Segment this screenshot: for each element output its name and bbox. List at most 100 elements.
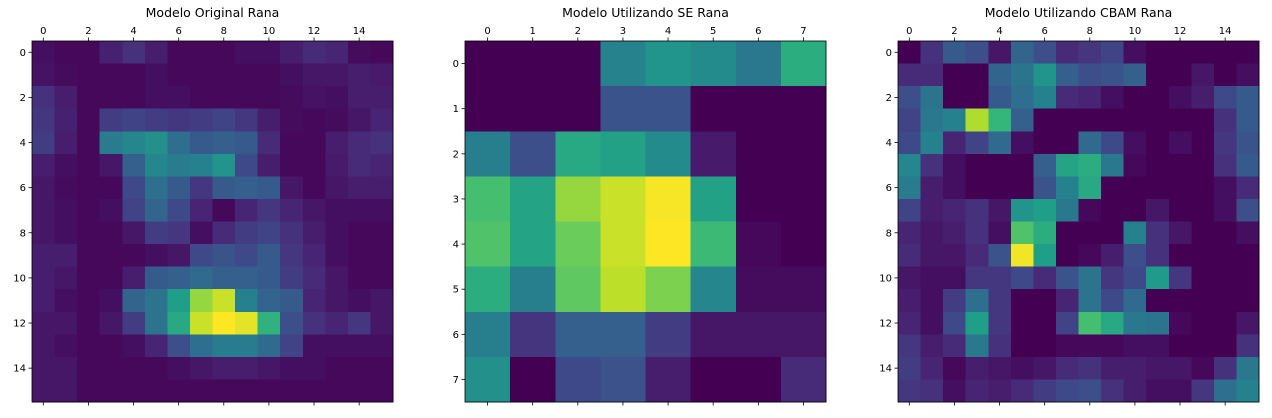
heatmap-cell	[370, 311, 394, 335]
heatmap-cell	[347, 266, 372, 290]
heatmap-cell	[1078, 198, 1102, 223]
heatmap-cell	[465, 86, 511, 132]
heatmap-cell	[1213, 176, 1238, 200]
heatmap-cell	[235, 41, 259, 65]
heatmap-cell	[1168, 379, 1192, 403]
heatmap-cell	[1033, 289, 1057, 313]
heatmap-cell	[1191, 379, 1215, 403]
heatmap-cell	[235, 131, 259, 155]
heatmap-cell	[645, 266, 692, 313]
heatmap-cell	[189, 289, 214, 313]
heatmap-cell	[600, 356, 647, 403]
heatmap-cell	[122, 266, 146, 290]
heatmap-cell	[1078, 41, 1102, 65]
heatmap-cell	[1010, 266, 1034, 290]
heatmap-cell	[1033, 153, 1057, 177]
heatmap-cell	[645, 176, 692, 223]
heatmap-cell	[77, 221, 101, 245]
heatmap-cell	[735, 176, 782, 223]
heatmap-cell	[943, 311, 967, 335]
heatmap-cell	[370, 176, 394, 200]
heatmap-cell	[54, 198, 78, 223]
y-tick-label: 4	[20, 138, 26, 149]
heatmap-cell	[99, 131, 123, 155]
heatmap-cell	[370, 198, 394, 223]
heatmap-cell	[302, 311, 326, 335]
heatmap-cell	[167, 221, 191, 245]
heatmap-cell	[280, 356, 304, 381]
heatmap-cell	[965, 289, 989, 313]
heatmap-cell	[235, 311, 259, 335]
heatmap-cell	[1191, 221, 1215, 245]
heatmap-cell	[212, 108, 236, 132]
heatmap-cell	[1033, 176, 1057, 200]
heatmap-cell	[1168, 108, 1192, 132]
heatmap-cell	[1078, 244, 1102, 268]
heatmap-cell	[943, 131, 967, 155]
y-tick-label: 0	[453, 59, 459, 70]
heatmap-cell	[212, 131, 236, 155]
y-tick-label: 2	[886, 93, 892, 104]
heatmap-cell	[1010, 41, 1034, 65]
heatmap-cell	[898, 131, 922, 155]
heatmap-cell	[1010, 131, 1034, 155]
x-tick-label: 5	[710, 26, 716, 37]
heatmap-cell	[167, 86, 191, 110]
heatmap-cell	[280, 311, 304, 335]
heatmap-cell	[1010, 221, 1034, 245]
heatmap-cell	[898, 41, 922, 65]
heatmap-cell	[77, 108, 101, 132]
heatmap-cell	[465, 176, 511, 223]
heatmap-cell	[347, 63, 372, 87]
heatmap-cell	[325, 266, 349, 290]
x-tick-label: 10	[1129, 26, 1142, 37]
heatmap-cell	[189, 244, 214, 268]
heatmap-cell	[735, 221, 782, 268]
heatmap-cell	[965, 176, 989, 200]
heatmap-cell	[280, 221, 304, 245]
heatmap-cell	[257, 334, 281, 358]
heatmap-cell	[1101, 198, 1125, 223]
heatmap-cell	[1078, 176, 1102, 200]
heatmap-cell	[1191, 63, 1215, 87]
heatmap-cell	[510, 41, 556, 87]
heatmap-cell	[212, 41, 236, 65]
heatmap-cell	[943, 379, 967, 403]
heatmap-cell	[302, 198, 326, 223]
heatmap-cell	[302, 266, 326, 290]
axes-frame	[897, 40, 1260, 403]
heatmap-cell	[1033, 244, 1057, 268]
heatmap-cell	[465, 41, 511, 87]
heatmap-cell	[1101, 311, 1125, 335]
y-tick-label: 3	[453, 194, 459, 205]
heatmap-cell	[780, 356, 827, 403]
heatmap-cell	[302, 379, 326, 403]
heatmap-cell	[1236, 153, 1260, 177]
heatmap-cell	[1213, 108, 1238, 132]
heatmap-cell	[510, 176, 556, 223]
heatmap-cell	[898, 379, 922, 403]
heatmap-cell	[1123, 244, 1147, 268]
heatmap-cell	[99, 86, 123, 110]
heatmap-cell	[189, 131, 214, 155]
heatmap-cell	[510, 311, 556, 358]
heatmap-cell	[735, 41, 782, 87]
heatmap-cell	[257, 356, 281, 381]
heatmap-cell	[144, 289, 168, 313]
heatmap-cell	[122, 176, 146, 200]
heatmap-cell	[1033, 63, 1057, 87]
heatmap-cell	[257, 311, 281, 335]
x-tick-label: 2	[85, 26, 91, 37]
heatmap-cell	[54, 131, 78, 155]
heatmap-cell	[54, 221, 78, 245]
heatmap-cell	[302, 334, 326, 358]
heatmap-cell	[898, 244, 922, 268]
heatmap-cell	[920, 356, 944, 381]
heatmap-cell	[1010, 63, 1034, 87]
heatmap-cell	[302, 63, 326, 87]
heatmap-cell	[1033, 266, 1057, 290]
y-tick-label: 6	[886, 183, 892, 194]
heatmap-cell	[212, 266, 236, 290]
heatmap-cell	[1010, 356, 1034, 381]
heatmap-cell	[1191, 41, 1215, 65]
